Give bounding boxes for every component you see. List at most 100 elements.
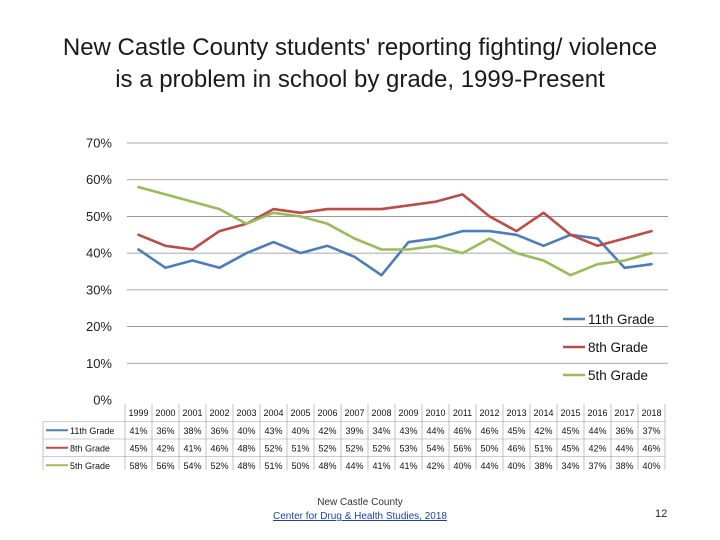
- data-label: 38%: [615, 461, 633, 470]
- x-tick-label: 2003: [236, 408, 256, 418]
- data-label: 40%: [237, 426, 255, 436]
- x-tick-label: 2013: [506, 408, 526, 418]
- slide-title: New Castle County students' reporting fi…: [20, 32, 700, 96]
- x-tick-label: 2018: [641, 408, 661, 418]
- footer-org: New Castle County: [317, 497, 403, 508]
- slide-title-line-2: is a problem in school by grade, 1999-Pr…: [115, 66, 605, 93]
- data-label: 40%: [507, 461, 525, 470]
- y-tick-label: 10%: [86, 356, 112, 371]
- data-label: 46%: [642, 443, 660, 453]
- data-label: 43%: [399, 426, 417, 436]
- data-label: 46%: [210, 443, 228, 453]
- x-tick-label: 2014: [533, 408, 553, 418]
- legend-label: 5th Grade: [588, 368, 648, 383]
- data-label: 36%: [156, 426, 174, 436]
- data-label: 41%: [399, 461, 417, 470]
- data-label: 54%: [426, 443, 444, 453]
- data-label: 46%: [480, 426, 498, 436]
- x-tick-label: 2004: [263, 408, 283, 418]
- x-tick-label: 2012: [479, 408, 499, 418]
- data-label: 45%: [561, 426, 579, 436]
- data-label: 51%: [291, 443, 309, 453]
- data-label: 37%: [642, 426, 660, 436]
- data-label: 41%: [183, 443, 201, 453]
- y-tick-label: 70%: [86, 136, 112, 151]
- data-label: 44%: [588, 426, 606, 436]
- series-line: [137, 193, 653, 251]
- slide-title-line-1: New Castle County students' reporting fi…: [62, 34, 658, 61]
- data-label: 52%: [318, 443, 336, 453]
- data-label: 45%: [561, 443, 579, 453]
- y-tick-label: 30%: [86, 282, 112, 297]
- x-tick-label: 2009: [398, 408, 418, 418]
- data-label: 44%: [426, 426, 444, 436]
- data-label: 37%: [588, 461, 606, 470]
- data-label: 52%: [372, 443, 390, 453]
- x-tick-label: 2005: [290, 408, 310, 418]
- x-tick-label: 2000: [155, 408, 175, 418]
- series-line: [137, 185, 653, 277]
- y-tick-label: 20%: [86, 319, 112, 334]
- x-tick-label: 2017: [614, 408, 634, 418]
- data-label: 36%: [210, 426, 228, 436]
- data-label: 48%: [237, 461, 255, 470]
- data-label: 45%: [129, 443, 147, 453]
- data-label: 50%: [480, 443, 498, 453]
- data-label: 38%: [183, 426, 201, 436]
- page-number: 12: [655, 508, 668, 520]
- data-label: 38%: [534, 461, 552, 470]
- data-label: 52%: [264, 443, 282, 453]
- data-label: 42%: [156, 443, 174, 453]
- y-tick-label: 60%: [86, 172, 112, 187]
- x-tick-label: 2016: [587, 408, 607, 418]
- data-label: 34%: [372, 426, 390, 436]
- y-tick-label: 40%: [86, 246, 112, 261]
- data-label: 39%: [345, 426, 363, 436]
- legend-label: 8th Grade: [588, 340, 648, 355]
- data-label: 53%: [399, 443, 417, 453]
- data-label: 43%: [264, 426, 282, 436]
- series-line: [137, 229, 653, 277]
- data-label: 40%: [453, 461, 471, 470]
- data-label: 48%: [237, 443, 255, 453]
- line-chart: 0% 10% 20% 30% 40% 50% 60% 70% 11th Grade 8th Gra…: [42, 136, 668, 470]
- data-label: 44%: [480, 461, 498, 470]
- legend-label: 11th Grade: [588, 312, 655, 327]
- data-label: 36%: [615, 426, 633, 436]
- data-label: 41%: [129, 426, 147, 436]
- x-tick-label: 2002: [209, 408, 229, 418]
- x-tick-label: 2015: [560, 408, 580, 418]
- data-label: 46%: [453, 426, 471, 436]
- data-label: 45%: [507, 426, 525, 436]
- data-label: 42%: [588, 443, 606, 453]
- table-row-label: 11th Grade: [70, 426, 114, 436]
- data-label: 48%: [318, 461, 336, 470]
- data-label: 42%: [534, 426, 552, 436]
- data-label: 52%: [210, 461, 228, 470]
- data-label: 56%: [453, 443, 471, 453]
- y-tick-label: 50%: [86, 209, 112, 224]
- footer: New Castle County Center for Drug & Heal…: [240, 496, 480, 524]
- x-tick-label: 2001: [182, 408, 202, 418]
- x-tick-label: 2008: [371, 408, 391, 418]
- data-label: 56%: [156, 461, 174, 470]
- data-label: 40%: [642, 461, 660, 470]
- table-row-label: 8th Grade: [70, 443, 110, 453]
- data-label: 51%: [264, 461, 282, 470]
- data-label: 58%: [129, 461, 147, 470]
- x-tick-label: 1999: [128, 408, 148, 418]
- data-label: 46%: [507, 443, 525, 453]
- x-tick-label: 2010: [425, 408, 445, 418]
- data-label: 44%: [615, 443, 633, 453]
- data-label: 41%: [372, 461, 390, 470]
- x-tick-label: 2006: [317, 408, 337, 418]
- x-tick-label: 2007: [344, 408, 364, 418]
- data-label: 42%: [426, 461, 444, 470]
- data-label: 40%: [291, 426, 309, 436]
- x-tick-label: 2011: [453, 408, 472, 418]
- data-label: 34%: [561, 461, 579, 470]
- footer-source-link[interactable]: Center for Drug & Health Studies, 2018: [273, 511, 447, 522]
- data-label: 44%: [345, 461, 363, 470]
- data-label: 52%: [345, 443, 363, 453]
- data-label: 50%: [291, 461, 309, 470]
